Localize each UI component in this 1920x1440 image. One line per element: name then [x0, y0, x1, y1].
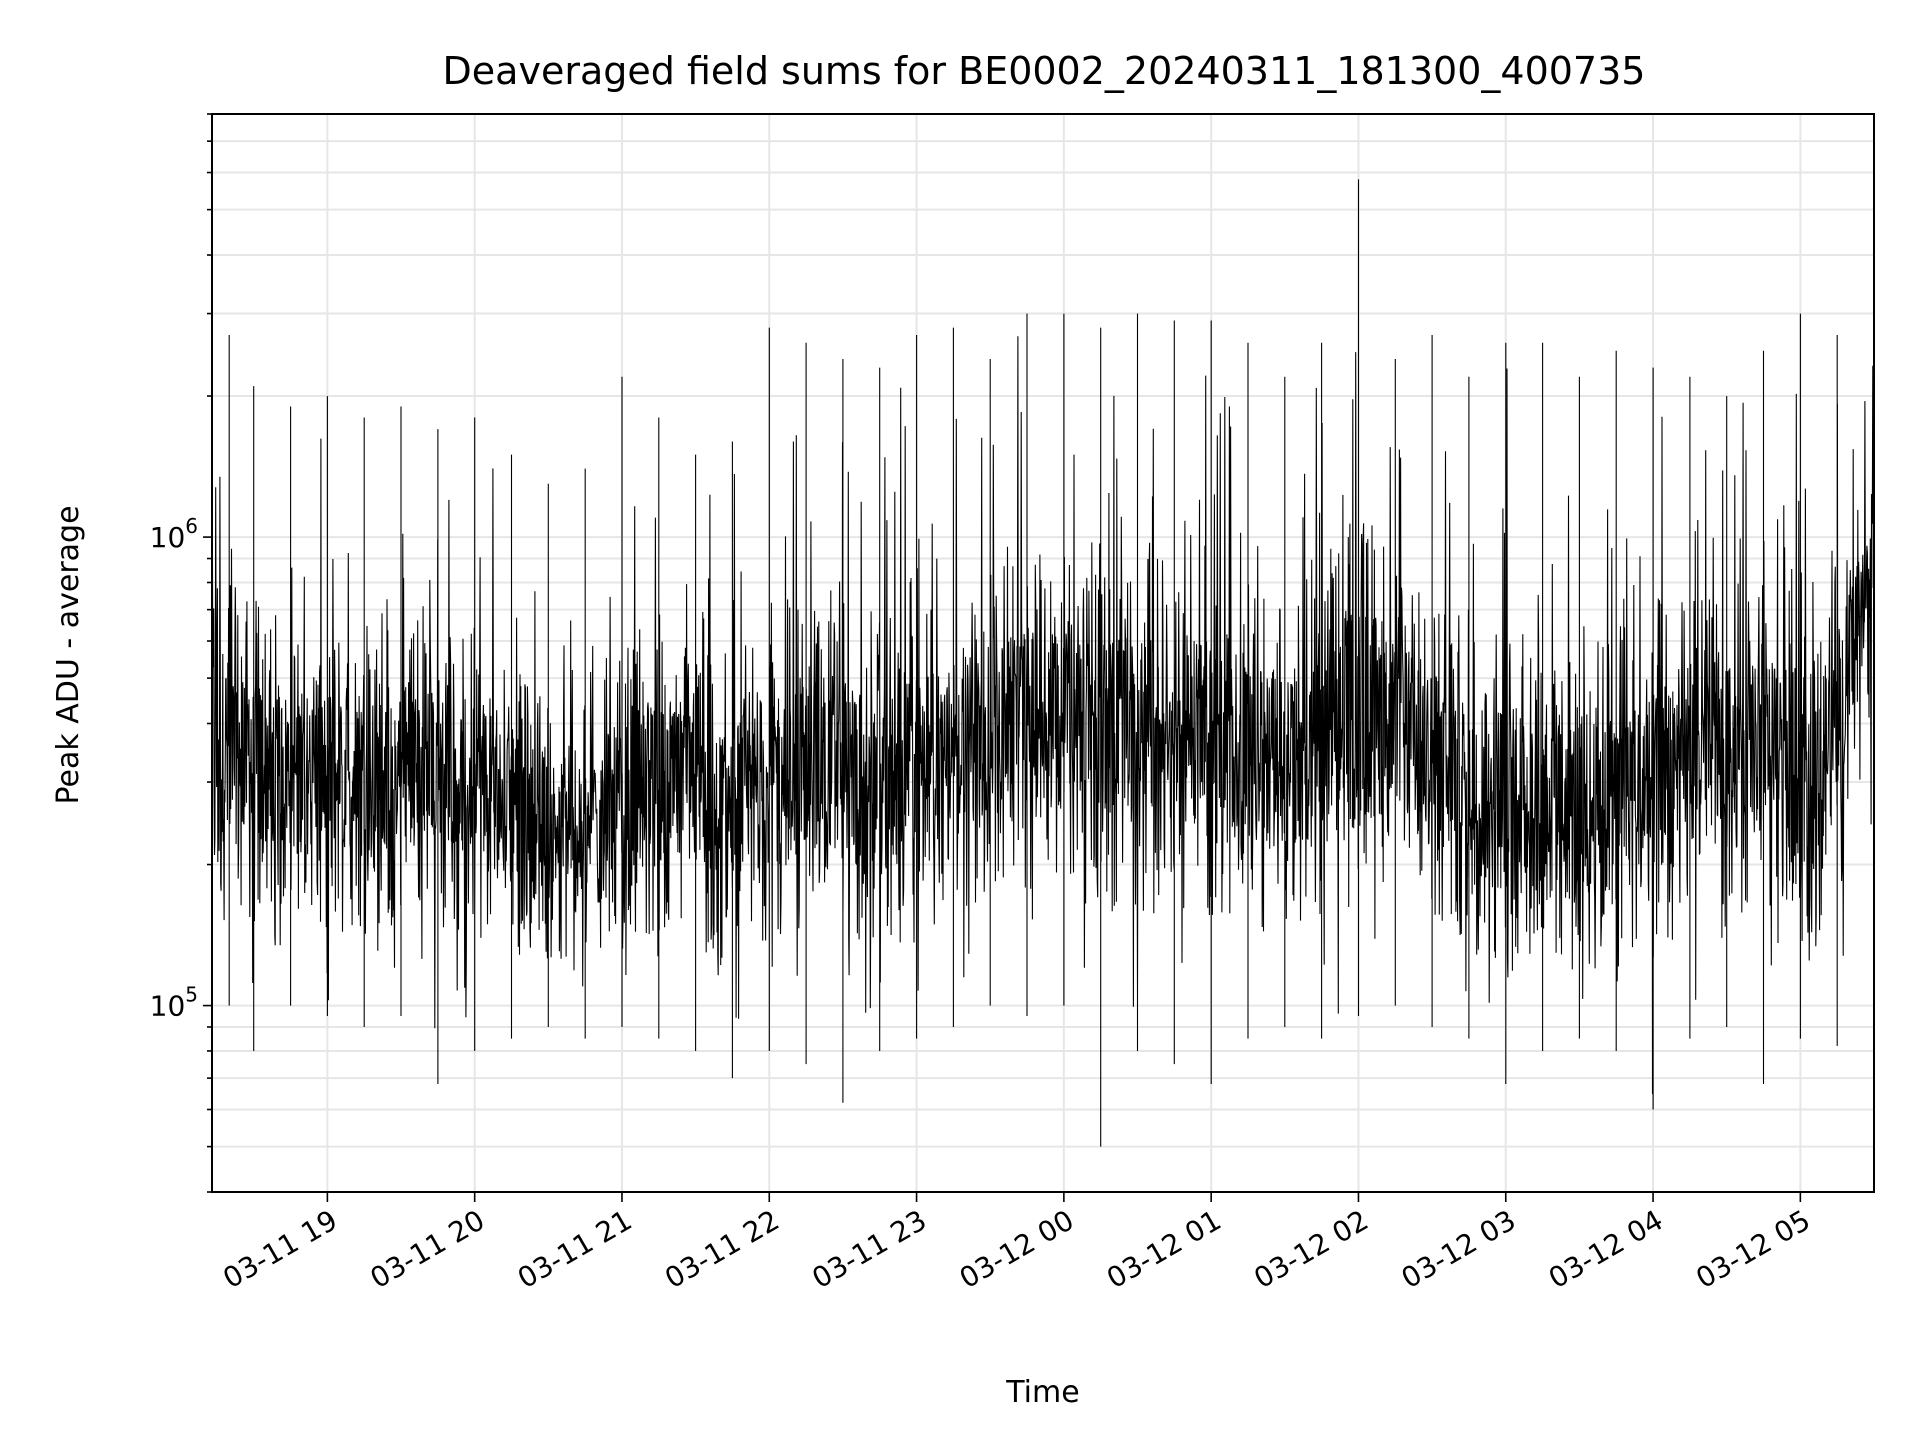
y-tick-label: 105	[150, 983, 198, 1023]
chart-title: Deaveraged field sums for BE0002_2024031…	[443, 49, 1646, 93]
x-tick-label: 03-12 01	[1101, 1203, 1227, 1295]
plot-area	[211, 179, 1875, 1147]
y-tick-label: 106	[150, 514, 198, 554]
x-axis: 03-11 19 03-11 20 03-11 21 03-11 22 03-11 23…	[217, 1192, 1816, 1295]
x-tick-label: 03-11 22	[659, 1203, 785, 1295]
x-tick-label: 03-12 03	[1396, 1203, 1522, 1295]
x-tick-label: 03-11 23	[807, 1203, 933, 1295]
x-tick-label: 03-12 05	[1690, 1203, 1816, 1295]
x-tick-label: 03-11 21	[512, 1203, 638, 1295]
x-axis-label: Time	[1005, 1375, 1079, 1410]
series-line	[211, 179, 1875, 1147]
y-axis-label: Peak ADU - average	[51, 505, 86, 804]
plot-frame	[211, 113, 1875, 1193]
y-axis: 105 106	[150, 113, 212, 1193]
x-tick-label: 03-12 00	[954, 1203, 1080, 1295]
x-tick-label: 03-11 19	[217, 1203, 343, 1295]
x-tick-label: 03-12 04	[1543, 1203, 1669, 1295]
x-tick-label: 03-12 02	[1248, 1203, 1374, 1295]
x-tick-label: 03-11 20	[365, 1203, 491, 1295]
